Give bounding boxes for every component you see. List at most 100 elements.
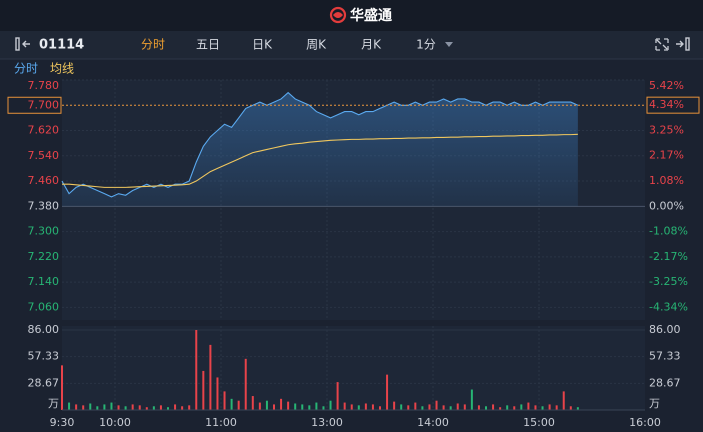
volume-bar [294,403,297,410]
x-tick-label: 14:00 [417,416,449,429]
volume-bar [96,406,99,410]
volume-bar [407,405,410,410]
volume-bar [421,406,424,410]
volume-tick-label-right: 86.00 [649,323,681,336]
tab[interactable]: 日K [252,38,273,52]
volume-bar [485,406,487,410]
volume-bar [244,358,247,410]
volume-bar [195,330,198,410]
y-tick-label: 7.460 [28,174,60,187]
volume-bar [336,382,339,410]
legend-label: 分时 [14,62,38,76]
volume-bar [555,405,558,410]
y2-tick-label: 5.42% [649,79,684,92]
volume-bar [280,398,283,410]
y-tick-label: 7.140 [28,275,60,288]
volume-bar [181,406,184,410]
volume-bar [322,406,325,410]
header-bar [0,0,703,31]
tab[interactable]: 五日 [196,38,220,52]
symbol: 01114 [39,38,84,53]
volume-bar [463,404,466,410]
volume-bar [174,404,177,410]
legend-label: 均线 [50,62,74,76]
legend: 分时 均线 [14,62,74,76]
y2-tick-label: 2.17% [649,149,684,162]
dropdown-arrow[interactable] [445,42,453,47]
volume-bar [258,402,261,410]
volume-bar [414,402,417,410]
collapse-icon[interactable] [15,37,30,51]
y2-tick-label: 1.08% [649,174,684,187]
volume-bar [131,404,134,410]
volume-bar [470,389,473,410]
volume-bar [442,405,445,410]
brand-name: 华盛通 [350,7,392,24]
volume-bar [237,400,240,410]
volume-bar [188,405,191,410]
volume-bar [230,398,233,410]
current-pct-box [646,96,700,114]
y2-tick-label: 0.00% [649,199,684,212]
volume-bar [209,344,212,410]
y-tick-label: 7.620 [28,124,60,137]
volume-unit: 万 [48,397,59,410]
volume-bar [216,377,219,410]
y-tick-label: 7.540 [28,149,60,162]
volume-tick-label: 86.00 [28,323,60,336]
tab[interactable]: 1分 [416,38,436,52]
volume-unit-right: 万 [649,397,660,410]
average-line [62,133,578,188]
y-tick-label: 7.300 [28,225,60,238]
volume-tick-label: 28.67 [28,376,60,389]
y2-tick-label: 3.25% [649,124,684,137]
volume-bar [167,407,169,410]
fullscreen-icon[interactable] [655,38,669,51]
volume-bar [548,404,551,410]
volume-bar [68,402,71,410]
x-tick-label: 9:30 [50,416,75,429]
volume-bar [223,391,226,410]
volume-bar [364,403,367,410]
volume-bar [428,404,431,410]
y2-tick-label: -4.34% [649,300,688,313]
volume-bar [89,403,92,410]
tab[interactable]: 月K [361,38,382,52]
volume-bar [103,404,106,410]
volume-bar [265,400,268,410]
tab-group: 分时 五日 日K 周K 月K 1分 [141,38,436,52]
volume-bar [541,406,544,410]
volume-bar [301,404,304,410]
volume-bar [400,404,403,410]
volume-bar [110,402,113,410]
volume-bar [308,405,311,410]
volume-bar [357,405,360,410]
tab[interactable]: 周K [306,38,327,52]
volume-bar [145,407,148,410]
volume-bar [562,391,565,410]
tab[interactable]: 分时 [141,38,165,52]
volume-bar [287,401,290,410]
current-price-box [7,96,62,114]
volume-bar [343,402,346,410]
volume-bar [506,405,509,410]
volume-bar [456,403,459,410]
volume-bar [513,406,516,410]
volume-bar [527,402,530,410]
volume-bar [379,406,381,410]
volume-bar [138,405,141,410]
volume-bar [152,406,155,410]
volume-bar [124,406,127,410]
y-tick-label: 7.380 [28,199,60,212]
volume-bar [350,404,353,410]
volume-bar [499,407,502,410]
y-tick-label: 7.700 [28,98,60,111]
volume-bar [329,400,332,410]
volume-bar [393,401,396,410]
expand-icon[interactable] [676,37,690,51]
y-tick-label: 7.060 [28,300,60,313]
volume-bar [82,405,85,410]
volume-bar [273,404,275,410]
volume-bar [75,404,78,410]
